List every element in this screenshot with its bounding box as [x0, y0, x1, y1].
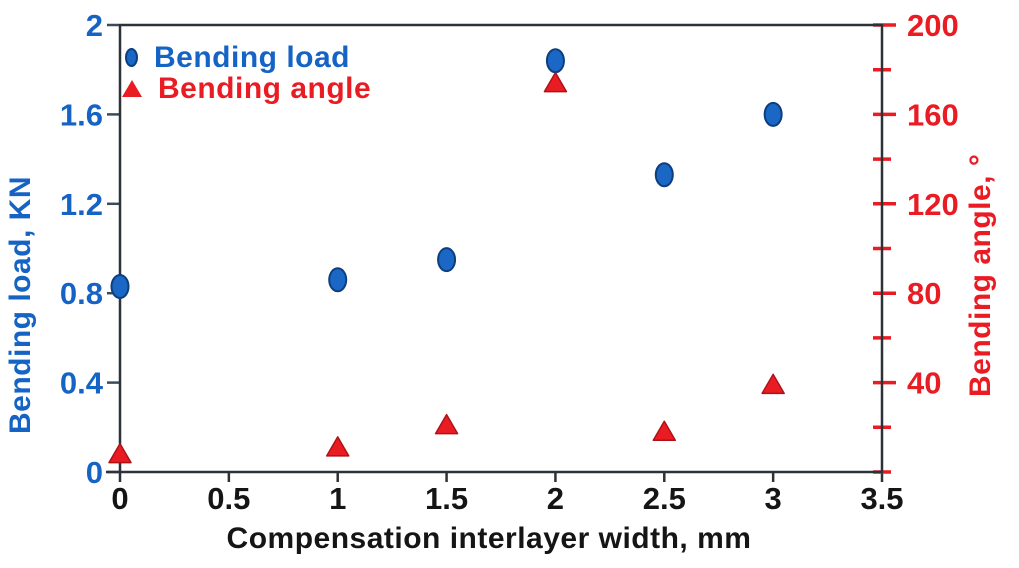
legend-item-bending-load: Bending load — [122, 42, 371, 73]
x-axis-tick-label: 0 — [111, 481, 128, 516]
bending-load-point — [763, 101, 783, 127]
x-axis-tick-label: 2.5 — [643, 481, 686, 516]
x-axis-tick-label: 3 — [765, 481, 782, 516]
right-axis-tick-label: 40 — [907, 366, 941, 401]
y-axis-label-right: Bending angle, ° — [964, 153, 997, 398]
x-axis-tick-label: 0.5 — [207, 481, 250, 516]
legend-label-bending-angle: Bending angle — [158, 71, 372, 105]
bending-angle-marker-icon — [122, 80, 142, 97]
bending-angle-point — [434, 413, 459, 435]
bending-load-point — [437, 247, 457, 273]
right-axis-tick-label: 120 — [907, 187, 959, 222]
bending-angle-point — [325, 436, 350, 457]
left-axis-tick-label: 0.8 — [60, 276, 103, 311]
right-axis-tick-label: 200 — [907, 8, 959, 43]
legend-label-bending-load: Bending load — [154, 40, 350, 74]
x-axis-tick-label: 3.5 — [860, 481, 903, 516]
x-axis-label: Compensation interlayer width, mm — [226, 522, 752, 555]
bending-angle-point — [652, 420, 677, 442]
left-axis-tick-label: 0 — [86, 455, 103, 490]
bending-load-point — [328, 267, 348, 293]
left-axis-tick-label: 0.4 — [60, 366, 104, 401]
x-axis-tick-label: 1 — [329, 481, 346, 516]
x-axis-tick-label: 1.5 — [425, 481, 468, 516]
right-axis-tick-label: 80 — [907, 276, 941, 311]
bending-load-point — [110, 273, 130, 299]
bending-angle-point — [761, 373, 785, 395]
bending-angle-point — [543, 71, 568, 93]
bending-load-point — [654, 162, 674, 188]
legend: Bending load Bending angle — [122, 42, 371, 104]
bending-angle-point — [108, 442, 132, 464]
left-axis-tick-label: 1.6 — [60, 97, 103, 132]
left-axis-tick-label: 1.2 — [60, 187, 103, 222]
right-axis-tick-label: 160 — [907, 97, 959, 132]
bending-load-point — [545, 48, 565, 74]
x-axis-tick-label: 2 — [547, 481, 564, 516]
left-axis-tick-label: 2 — [86, 8, 103, 43]
legend-item-bending-angle: Bending angle — [122, 73, 371, 104]
bending-load-marker-icon — [125, 48, 138, 67]
y-axis-label-left: Bending load, KN — [4, 176, 37, 434]
